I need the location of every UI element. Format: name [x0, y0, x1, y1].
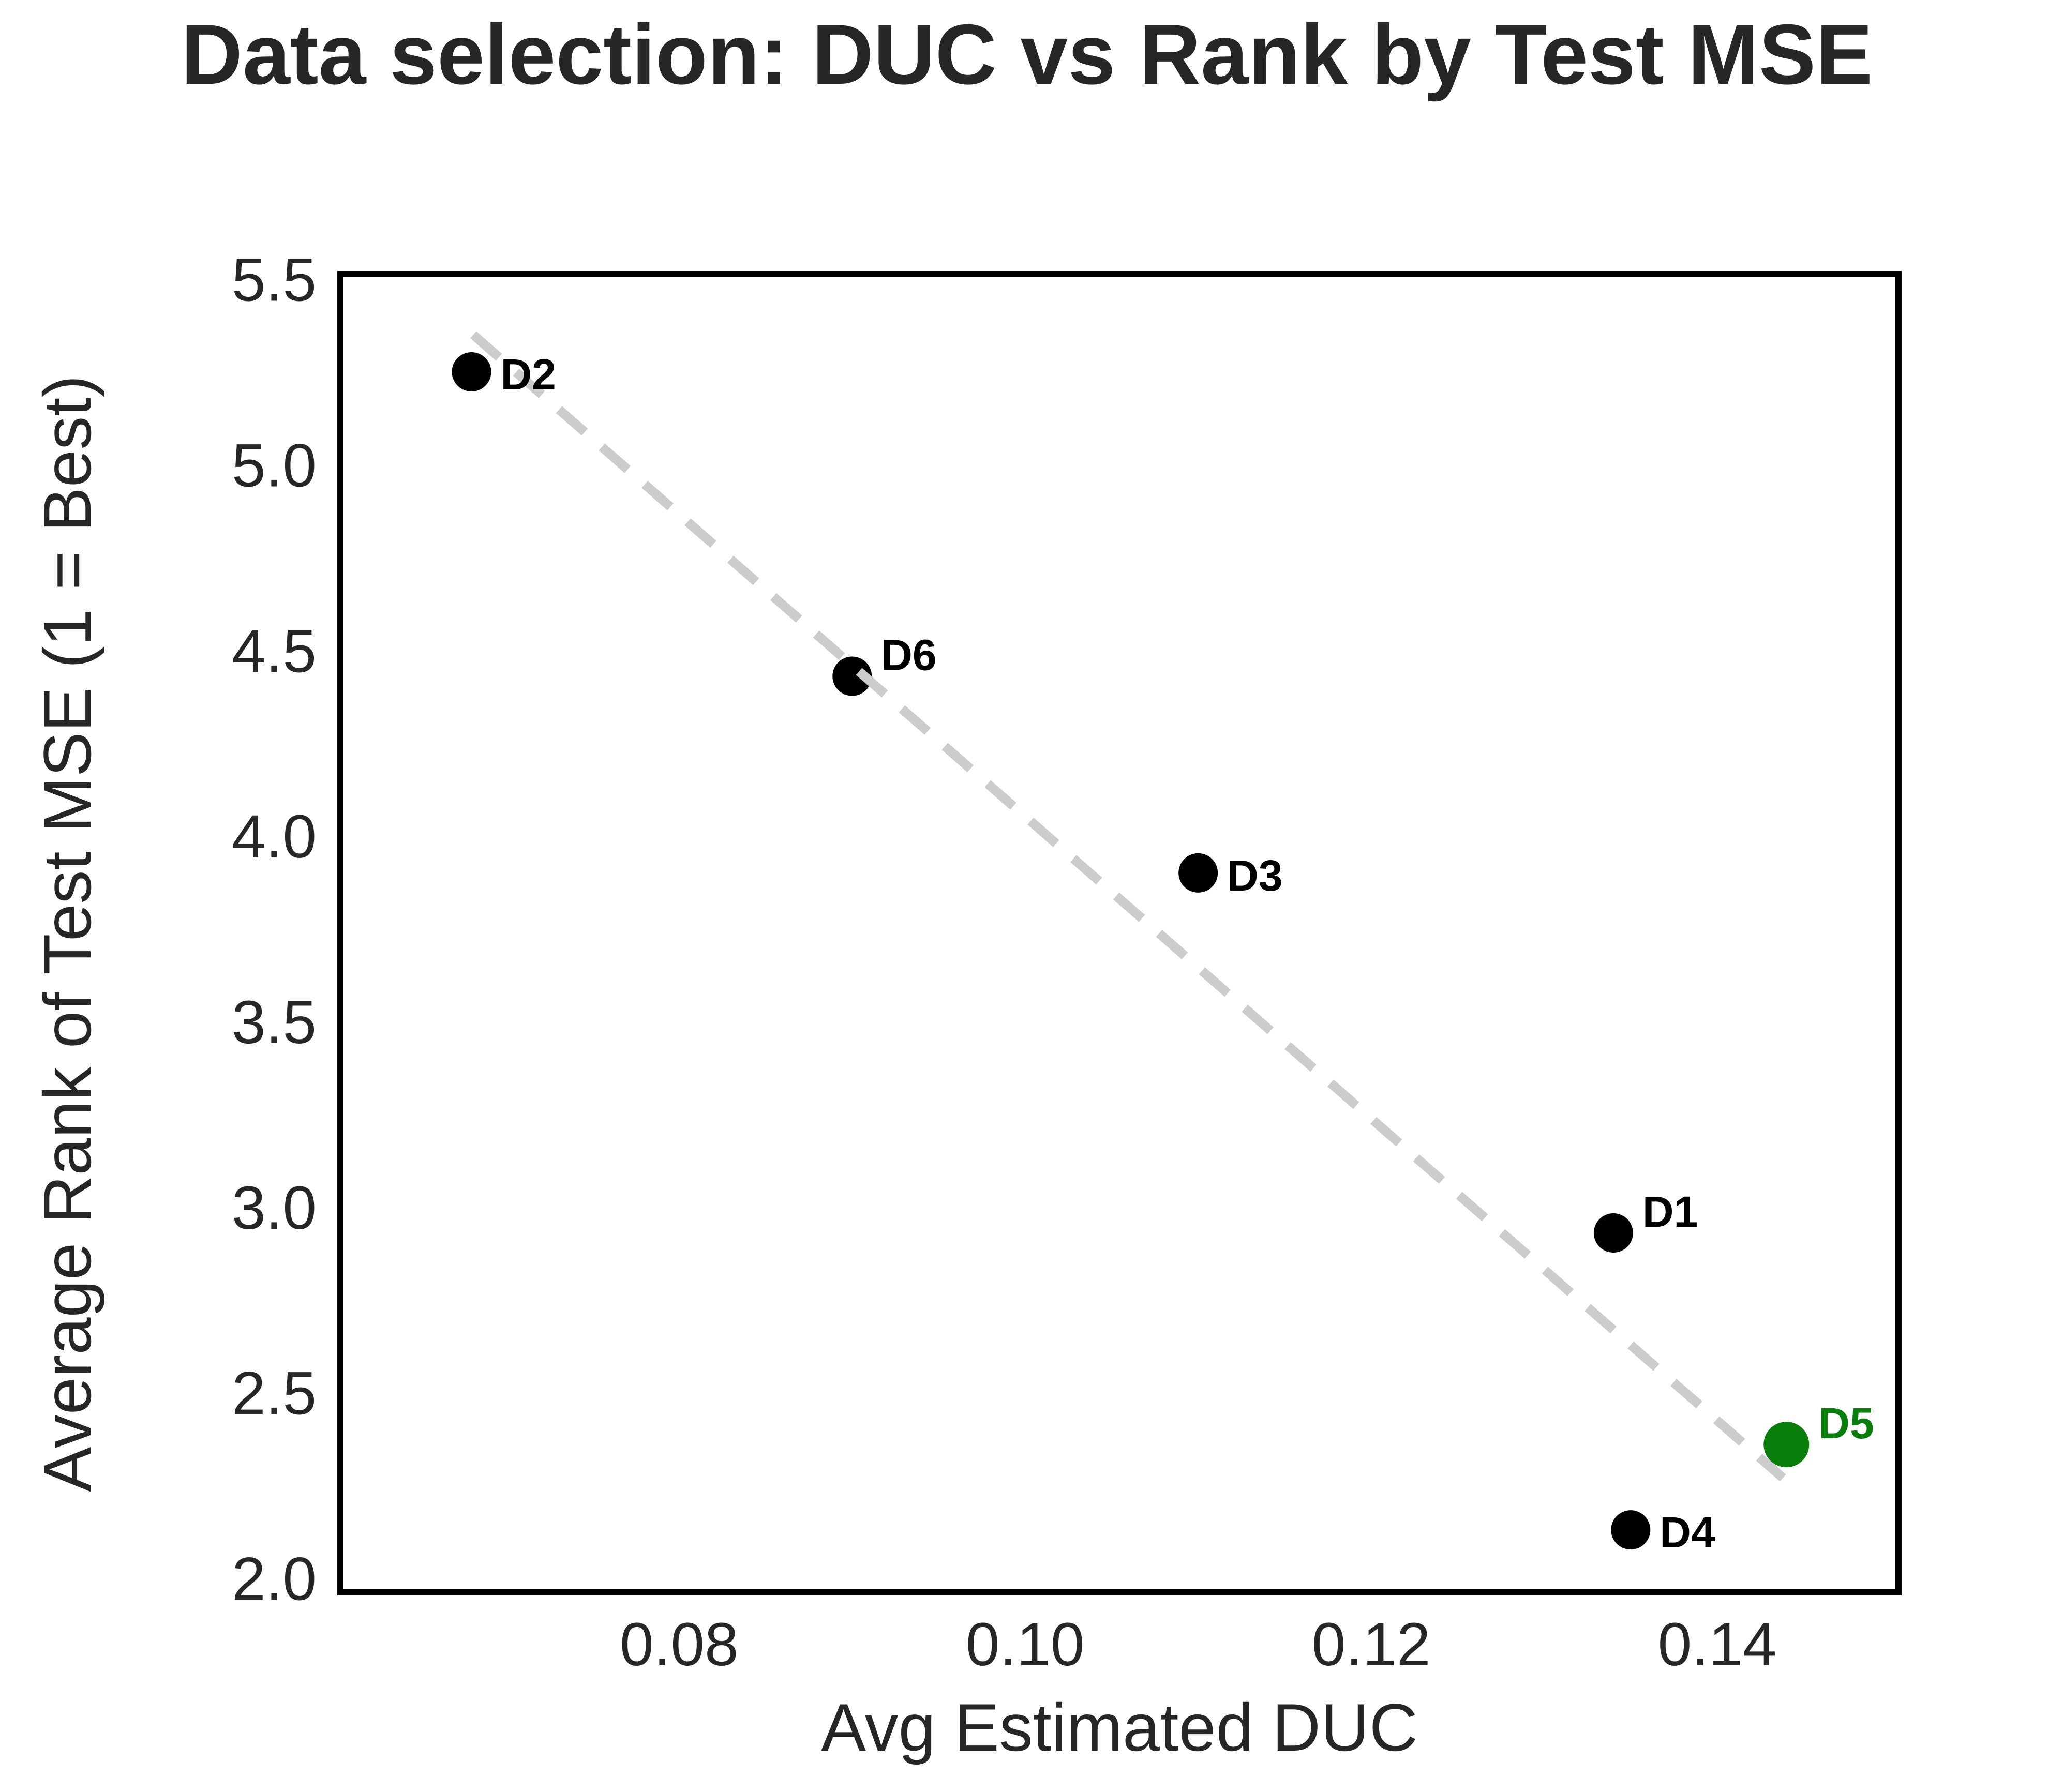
point-label-D3: D3 — [1227, 851, 1282, 900]
y-tick-5.0: 5.0 — [232, 431, 317, 500]
point-D6 — [832, 656, 872, 696]
data-points-layer — [452, 352, 1651, 1550]
chart-title: Data selection: DUC vs Rank by Test MSE — [181, 7, 1873, 102]
y-tick-2.5: 2.5 — [232, 1360, 317, 1428]
point-label-D1: D1 — [1642, 1187, 1698, 1236]
x-tick-0.12: 0.12 — [1312, 1610, 1431, 1679]
y-tick-labels: 5.5 5.0 4.5 4.0 3.5 3.0 2.5 2.0 — [232, 246, 317, 1614]
point-D3 — [1178, 853, 1218, 893]
y-tick-5.5: 5.5 — [232, 246, 317, 314]
x-tick-labels: 0.08 0.10 0.12 0.14 — [620, 1610, 1776, 1679]
x-axis-label: Avg Estimated DUC — [821, 1690, 1418, 1765]
x-tick-0.08: 0.08 — [620, 1610, 739, 1679]
point-label-D5: D5 — [1818, 1399, 1874, 1448]
plot-area-border — [337, 271, 1902, 1595]
y-tick-4.0: 4.0 — [232, 803, 317, 871]
trend-line — [470, 331, 1786, 1482]
y-tick-2.0: 2.0 — [232, 1545, 317, 1613]
x-tick-0.14: 0.14 — [1658, 1610, 1777, 1679]
highlighted-point-layer — [1763, 1422, 1810, 1468]
y-axis-label: Average Rank of Test MSE (1 = Best) — [29, 375, 105, 1492]
point-D2 — [452, 352, 491, 392]
point-labels-layer: D2 D6 D3 D1 D5 D4 — [500, 350, 1874, 1557]
point-label-D2: D2 — [500, 350, 556, 399]
trend-line-layer — [470, 331, 1786, 1482]
y-tick-3.5: 3.5 — [232, 988, 317, 1057]
point-D4 — [1611, 1510, 1651, 1550]
point-label-D6: D6 — [881, 631, 936, 680]
point-label-D4: D4 — [1660, 1508, 1715, 1557]
y-tick-4.5: 4.5 — [232, 617, 317, 685]
point-D5 — [1763, 1422, 1810, 1468]
point-D1 — [1593, 1213, 1633, 1253]
y-tick-3.0: 3.0 — [232, 1174, 317, 1242]
x-tick-0.10: 0.10 — [966, 1610, 1085, 1679]
